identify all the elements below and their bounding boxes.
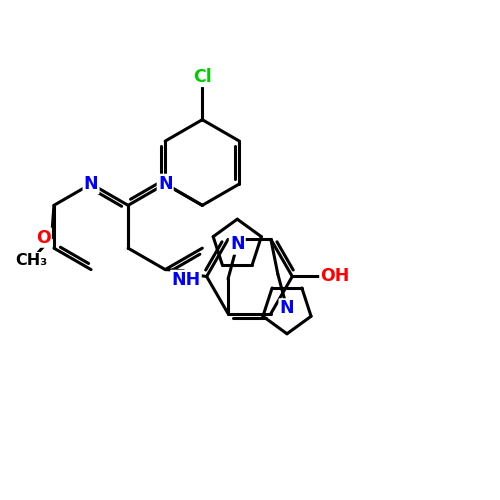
Text: CH₃: CH₃	[15, 253, 47, 268]
Text: N: N	[280, 300, 294, 318]
Text: NH: NH	[172, 271, 200, 289]
Text: Cl: Cl	[193, 68, 212, 86]
Text: O: O	[36, 228, 51, 246]
Text: N: N	[84, 175, 98, 193]
Text: N: N	[158, 175, 172, 193]
Text: OH: OH	[320, 268, 350, 285]
Text: N: N	[230, 236, 244, 254]
